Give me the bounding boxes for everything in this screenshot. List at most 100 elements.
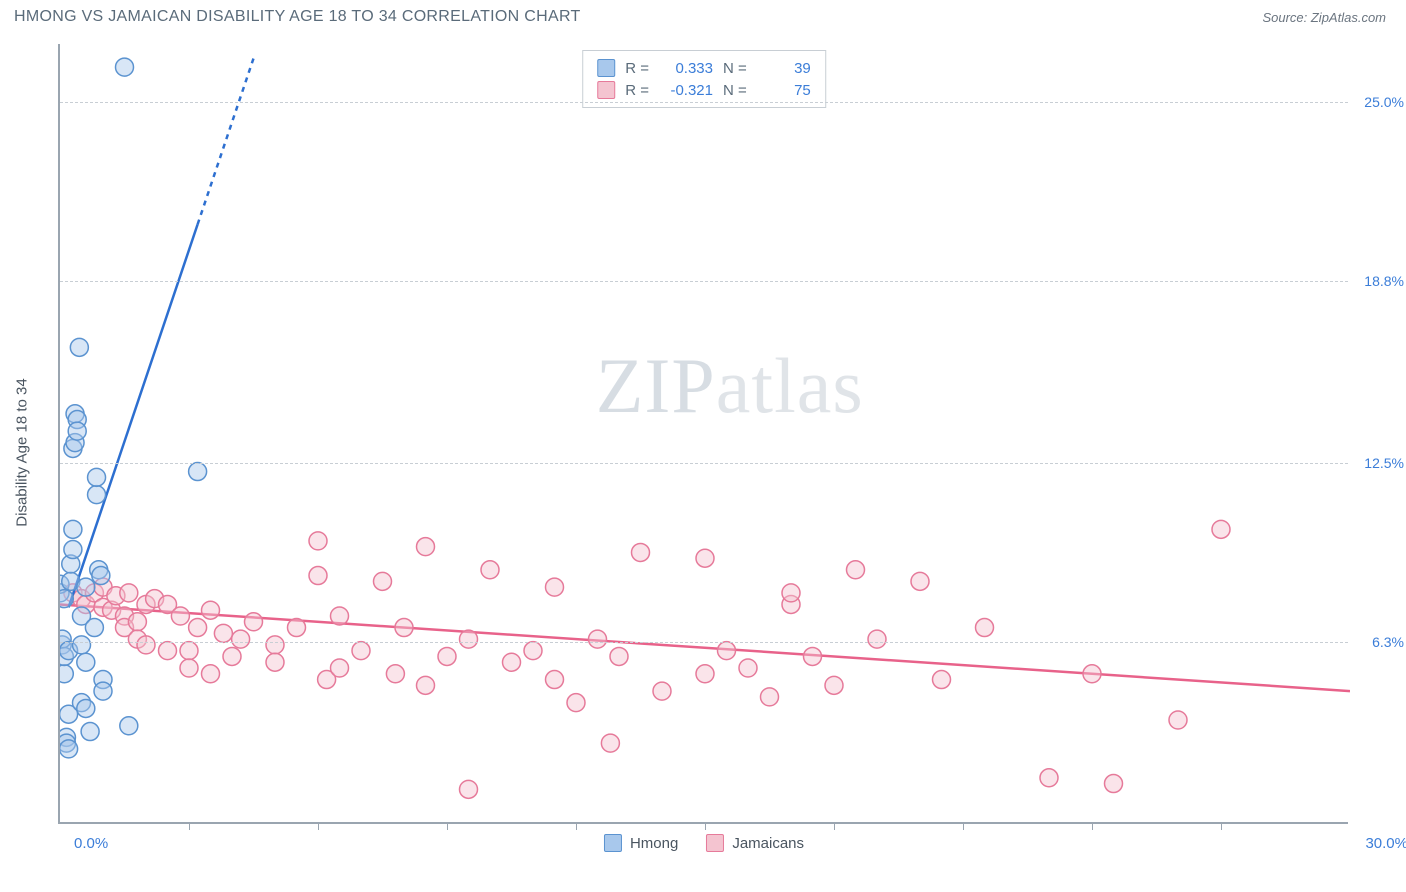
gridline [60,463,1348,464]
x-tick [705,822,706,830]
scatter-point-hmong [64,541,82,559]
scatter-point-jamaican [589,630,607,648]
r-label: R = [625,82,649,99]
scatter-point-hmong [94,682,112,700]
scatter-point-jamaican [718,642,736,660]
scatter-point-hmong [64,520,82,538]
n-label: N = [723,82,747,99]
plot-area: ZIPatlas R = 0.333 N = 39 R = -0.321 N =… [58,44,1348,824]
scatter-point-jamaican [386,665,404,683]
scatter-point-hmong [60,665,73,683]
legend-label-jamaican: Jamaicans [732,835,804,852]
scatter-point-jamaican [761,688,779,706]
x-tick [1092,822,1093,830]
legend-label-hmong: Hmong [630,835,678,852]
x-tick [447,822,448,830]
scatter-point-jamaican [610,647,628,665]
legend-correlation: R = 0.333 N = 39 R = -0.321 N = 75 [582,50,826,108]
swatch-jamaican [706,834,724,852]
scatter-point-jamaican [331,659,349,677]
r-value-hmong: 0.333 [659,60,713,77]
scatter-point-jamaican [202,665,220,683]
scatter-point-jamaican [696,549,714,567]
scatter-point-jamaican [460,630,478,648]
y-tick-label: 18.8% [1364,273,1404,289]
r-label: R = [625,60,649,77]
scatter-point-jamaican [546,671,564,689]
scatter-point-jamaican [180,659,198,677]
gridline [60,102,1348,103]
scatter-point-jamaican [159,642,177,660]
scatter-point-hmong [120,717,138,735]
chart-title: HMONG VS JAMAICAN DISABILITY AGE 18 TO 3… [14,8,581,26]
swatch-hmong [597,59,615,77]
trend-line-hmong-dashed [198,58,254,224]
legend-series: Hmong Jamaicans [604,834,804,852]
scatter-point-hmong [77,653,95,671]
scatter-point-jamaican [438,647,456,665]
scatter-point-jamaican [417,538,435,556]
scatter-point-jamaican [1083,665,1101,683]
scatter-point-jamaican [120,584,138,602]
scatter-point-hmong [92,567,110,585]
legend-item-hmong: Hmong [604,834,678,852]
x-tick [318,822,319,830]
scatter-point-jamaican [288,619,306,637]
scatter-point-jamaican [653,682,671,700]
scatter-point-jamaican [847,561,865,579]
scatter-point-jamaican [1105,775,1123,793]
scatter-point-jamaican [331,607,349,625]
scatter-point-jamaican [266,636,284,654]
scatter-point-jamaican [825,676,843,694]
scatter-point-jamaican [546,578,564,596]
x-min-label: 0.0% [74,835,108,852]
scatter-point-jamaican [128,613,146,631]
scatter-point-jamaican [232,630,250,648]
x-tick [576,822,577,830]
scatter-point-hmong [73,636,91,654]
scatter-point-jamaican [804,647,822,665]
chart-container: Disability Age 18 to 34 ZIPatlas R = 0.3… [40,44,1390,844]
x-tick [1221,822,1222,830]
scatter-point-jamaican [223,647,241,665]
y-axis-label: Disability Age 18 to 34 [14,378,31,526]
scatter-point-jamaican [976,619,994,637]
scatter-point-hmong [60,590,73,608]
scatter-point-jamaican [503,653,521,671]
source-label: Source: ZipAtlas.com [1262,10,1386,25]
scatter-point-jamaican [352,642,370,660]
x-tick [834,822,835,830]
scatter-point-jamaican [601,734,619,752]
x-tick [963,822,964,830]
scatter-point-jamaican [782,584,800,602]
swatch-hmong [604,834,622,852]
scatter-point-hmong [68,422,86,440]
scatter-point-jamaican [137,636,155,654]
scatter-point-hmong [85,619,103,637]
n-value-jamaican: 75 [757,82,811,99]
scatter-point-hmong [88,468,106,486]
scatter-point-jamaican [460,780,478,798]
scatter-point-jamaican [739,659,757,677]
scatter-point-hmong [60,740,78,758]
scatter-point-jamaican [395,619,413,637]
scatter-point-jamaican [481,561,499,579]
y-tick-label: 6.3% [1372,634,1404,650]
n-label: N = [723,60,747,77]
scatter-point-jamaican [868,630,886,648]
scatter-point-jamaican [214,624,232,642]
scatter-point-hmong [116,58,134,76]
gridline [60,281,1348,282]
legend-row-jamaican: R = -0.321 N = 75 [597,79,811,101]
scatter-point-jamaican [374,572,392,590]
n-value-hmong: 39 [757,60,811,77]
scatter-point-jamaican [696,665,714,683]
scatter-point-jamaican [1212,520,1230,538]
scatter-point-hmong [70,338,88,356]
legend-item-jamaican: Jamaicans [706,834,804,852]
scatter-point-hmong [81,723,99,741]
scatter-point-jamaican [1169,711,1187,729]
scatter-point-jamaican [266,653,284,671]
y-tick-label: 25.0% [1364,94,1404,110]
scatter-point-jamaican [245,613,263,631]
